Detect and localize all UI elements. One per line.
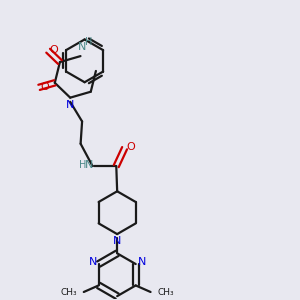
Text: CH₃: CH₃ xyxy=(157,288,174,297)
Text: N: N xyxy=(88,257,97,267)
Text: O: O xyxy=(50,45,58,55)
Text: H: H xyxy=(85,37,92,47)
Text: H: H xyxy=(79,160,87,170)
Text: N: N xyxy=(77,42,86,52)
Text: O: O xyxy=(126,142,135,152)
Text: N: N xyxy=(66,100,74,110)
Text: CH₃: CH₃ xyxy=(61,288,77,297)
Text: N: N xyxy=(137,257,146,267)
Text: N: N xyxy=(113,236,122,246)
Text: O: O xyxy=(40,82,50,92)
Text: N: N xyxy=(85,160,93,170)
